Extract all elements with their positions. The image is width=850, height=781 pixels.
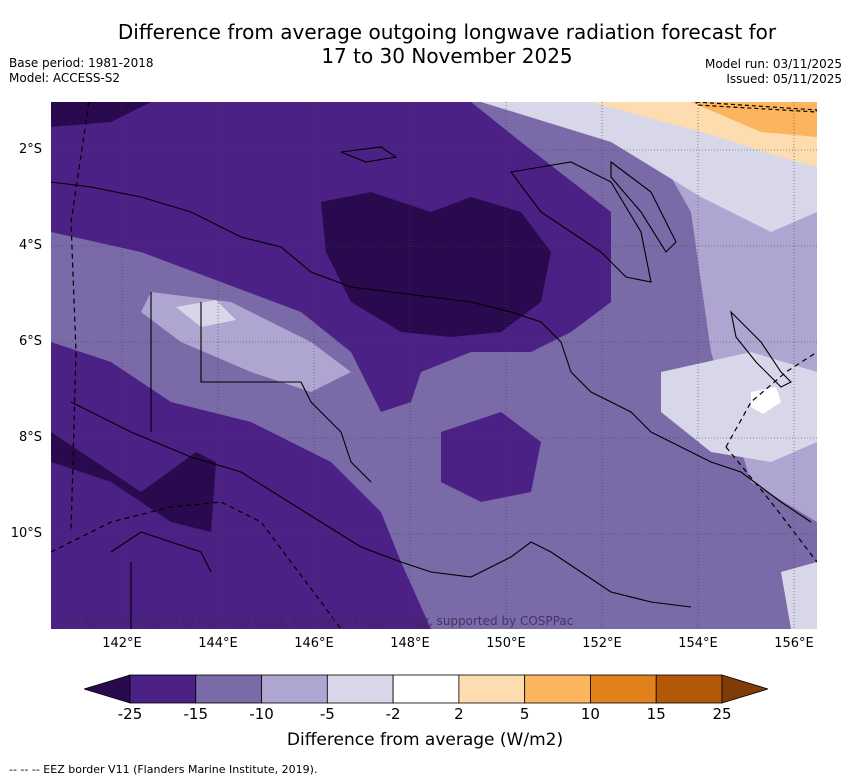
title-line-2: 17 to 30 November 2025: [321, 44, 573, 68]
model-run: Model run: 03/11/2025: [704, 57, 842, 71]
meta-right: Model run: 03/11/2025 Issued: 05/11/2025: [705, 57, 842, 87]
field-light-e: [661, 352, 817, 462]
field-dark-centre: [441, 412, 541, 502]
colorbar-tick-label: 2: [454, 705, 464, 723]
colorbar-tick-label: -10: [249, 705, 274, 723]
base-period: Base period: 1981-2018: [9, 56, 154, 70]
colorbar-extend-low: [84, 674, 131, 704]
graticule: [51, 102, 817, 629]
colorbar-segment: [326, 674, 394, 704]
colorbar-segment: [392, 674, 460, 704]
lon-label-154e: 154°E: [678, 636, 718, 651]
field-white-e: [751, 387, 781, 414]
colorbar-segment: [261, 674, 328, 704]
copyright-notice: © Commonwealth of Australia 2025, Bureau…: [68, 614, 574, 628]
eez-ne: [695, 102, 817, 113]
colorbar-segments: [84, 674, 768, 704]
colorbar-tick-label: -25: [117, 705, 143, 723]
colorbar-segment: [655, 674, 723, 704]
colorbar-tick-label: 5: [519, 705, 530, 723]
colorbar-tick-label: 15: [646, 705, 666, 723]
lon-label-156e: 156°E: [774, 636, 814, 651]
lat-label-6s: 6°S: [18, 334, 42, 349]
colorbar-tick-label: 10: [580, 705, 600, 723]
lon-label-144e: 144°E: [198, 636, 238, 651]
colorbar: [84, 674, 768, 704]
meta-left: Base period: 1981-2018 Model: ACCESS-S2: [9, 56, 154, 86]
lon-label-152e: 152°E: [582, 636, 622, 651]
field-dark-south: [51, 342, 431, 629]
colorbar-tick-label: 25: [712, 705, 732, 723]
colorbar-segment: [195, 674, 262, 704]
lon-label-142e: 142°E: [102, 636, 142, 651]
issued-date: Issued: 05/11/2025: [726, 72, 842, 86]
title-line-1: Difference from average outgoing longwav…: [117, 20, 777, 44]
chart-title: Difference from average outgoing longwav…: [22, 20, 850, 68]
field-light-se: [781, 562, 817, 629]
colorbar-segment: [458, 674, 526, 704]
lat-label-2s: 2°S: [18, 142, 42, 157]
eez-footnote: -- -- -- EEZ border V11 (Flanders Marine…: [9, 763, 318, 776]
colorbar-segment: [524, 674, 591, 704]
colorbar-extend-high: [721, 674, 768, 704]
lat-label-4s: 4°S: [18, 238, 42, 253]
coastlines: [51, 146, 812, 629]
colorbar-tick-label: -2: [385, 705, 401, 723]
field-darkest-nw: [51, 102, 151, 127]
model-name: Model: ACCESS-S2: [9, 71, 121, 85]
colorbar-segment: [590, 674, 657, 704]
field-darkest-core: [321, 192, 551, 337]
map-svg: [51, 102, 817, 629]
eez-borders: [51, 102, 817, 629]
field-darkest-sw: [51, 432, 216, 532]
lon-label-150e: 150°E: [486, 636, 526, 651]
lat-label-10s: 10°S: [10, 526, 42, 541]
lon-label-148e: 148°E: [390, 636, 430, 651]
field-lighter-highlands: [176, 300, 236, 327]
lat-label-8s: 8°S: [18, 430, 42, 445]
map-panel: © Commonwealth of Australia 2025, Bureau…: [51, 102, 817, 629]
colorbar-tick-label: -15: [183, 705, 209, 723]
lon-label-146e: 146°E: [294, 636, 334, 651]
colorbar-label: Difference from average (W/m2): [286, 730, 564, 750]
colorbar-segment: [129, 674, 197, 704]
colorbar-tick-label: -5: [319, 705, 335, 723]
